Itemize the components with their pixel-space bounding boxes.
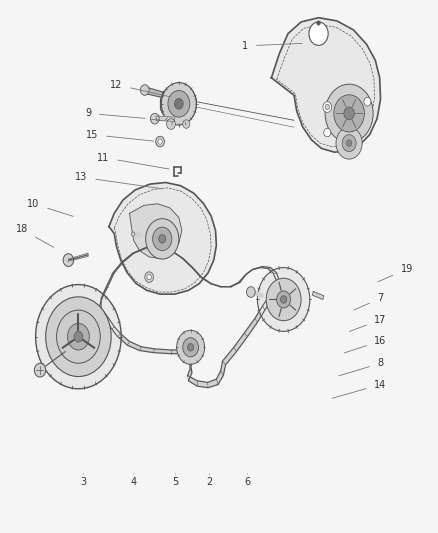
Polygon shape <box>156 116 174 122</box>
Text: 2: 2 <box>206 474 212 487</box>
Circle shape <box>161 83 196 125</box>
Circle shape <box>266 278 301 321</box>
Polygon shape <box>160 83 196 124</box>
Text: 10: 10 <box>27 199 73 216</box>
Polygon shape <box>133 232 140 236</box>
Circle shape <box>346 140 352 147</box>
Text: 17: 17 <box>350 314 387 332</box>
Text: 4: 4 <box>131 474 137 487</box>
Circle shape <box>152 227 172 251</box>
Text: 13: 13 <box>75 172 162 189</box>
Circle shape <box>325 104 329 110</box>
Circle shape <box>159 235 166 243</box>
Circle shape <box>334 95 364 132</box>
Circle shape <box>258 268 310 332</box>
Circle shape <box>364 98 371 106</box>
Polygon shape <box>99 247 280 387</box>
Circle shape <box>277 291 290 308</box>
Circle shape <box>324 128 331 137</box>
Polygon shape <box>109 182 216 294</box>
Circle shape <box>247 287 255 297</box>
Circle shape <box>325 84 373 143</box>
Text: 14: 14 <box>332 379 387 398</box>
Polygon shape <box>272 18 381 152</box>
Text: 8: 8 <box>339 358 384 376</box>
Circle shape <box>336 127 362 159</box>
Circle shape <box>168 91 190 117</box>
Text: 6: 6 <box>244 474 251 487</box>
Circle shape <box>145 272 153 282</box>
Text: 18: 18 <box>15 224 54 247</box>
Text: 16: 16 <box>344 336 387 353</box>
Text: 9: 9 <box>85 108 145 118</box>
Polygon shape <box>130 204 182 259</box>
Circle shape <box>177 330 205 365</box>
Circle shape <box>141 85 149 95</box>
Circle shape <box>155 136 164 147</box>
Circle shape <box>67 324 89 350</box>
Circle shape <box>187 344 194 351</box>
Circle shape <box>174 99 183 109</box>
Circle shape <box>323 102 332 112</box>
Circle shape <box>147 274 151 280</box>
Circle shape <box>344 107 354 120</box>
Circle shape <box>35 285 121 389</box>
Circle shape <box>46 297 111 376</box>
Text: 5: 5 <box>172 474 178 487</box>
Circle shape <box>281 296 287 303</box>
Text: 3: 3 <box>81 474 87 487</box>
Text: 1: 1 <box>242 41 302 51</box>
Circle shape <box>131 232 135 236</box>
Circle shape <box>158 139 162 144</box>
Polygon shape <box>68 253 88 261</box>
Circle shape <box>150 114 159 124</box>
Circle shape <box>309 22 328 45</box>
Text: 7: 7 <box>354 293 384 310</box>
Circle shape <box>74 332 83 342</box>
Text: 15: 15 <box>86 130 154 141</box>
Circle shape <box>57 310 100 364</box>
Circle shape <box>166 119 175 130</box>
Circle shape <box>317 21 320 25</box>
Circle shape <box>63 254 74 266</box>
Polygon shape <box>252 290 263 297</box>
Text: 19: 19 <box>378 264 413 282</box>
Circle shape <box>183 120 190 128</box>
Polygon shape <box>312 292 324 300</box>
Circle shape <box>183 338 198 357</box>
Polygon shape <box>144 87 163 98</box>
Circle shape <box>342 135 356 152</box>
Circle shape <box>34 364 46 377</box>
Circle shape <box>146 219 179 259</box>
Text: 12: 12 <box>110 80 169 96</box>
Text: 11: 11 <box>97 152 169 169</box>
